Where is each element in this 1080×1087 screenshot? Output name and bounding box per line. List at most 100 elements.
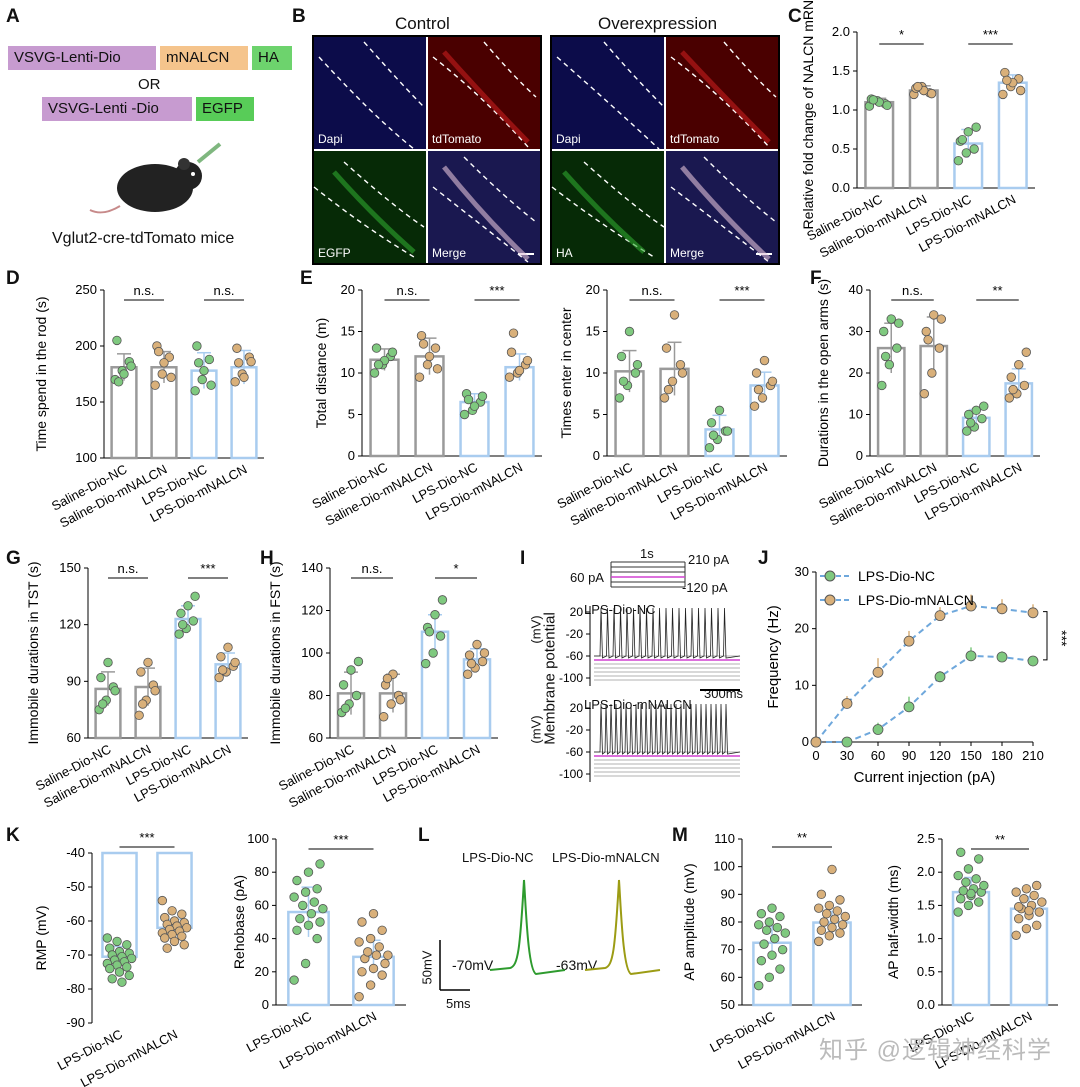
unit-mv-2: (mV) bbox=[528, 715, 544, 744]
construct-egfp: EGFP bbox=[196, 97, 254, 121]
data-point bbox=[167, 906, 177, 916]
data-point bbox=[102, 933, 113, 943]
l-nc-label: LPS-Dio-NC bbox=[462, 850, 534, 865]
data-point bbox=[1002, 75, 1012, 86]
y-tick-label: 10 bbox=[849, 407, 863, 422]
trace-tick-label: 20 bbox=[570, 605, 584, 619]
trace-tick-label: -60 bbox=[566, 649, 584, 663]
data-point bbox=[233, 358, 244, 368]
data-point bbox=[775, 964, 785, 974]
data-point bbox=[632, 359, 643, 370]
series-point bbox=[965, 650, 977, 662]
series-point bbox=[872, 666, 884, 678]
data-point bbox=[230, 377, 240, 387]
y-axis-label: Durations in the open arms (s) bbox=[815, 279, 831, 467]
data-point bbox=[757, 393, 768, 403]
data-point bbox=[124, 970, 134, 981]
data-point bbox=[338, 680, 349, 690]
data-point bbox=[1034, 907, 1044, 917]
panel-letter-C: C bbox=[788, 6, 802, 27]
series-point bbox=[1027, 607, 1039, 619]
y-axis-label: Frequency (Hz) bbox=[765, 605, 782, 708]
data-point bbox=[110, 686, 120, 696]
data-point bbox=[780, 928, 790, 938]
data-point bbox=[432, 364, 443, 374]
stim-210: 210 pA bbox=[688, 552, 730, 567]
data-point bbox=[217, 665, 228, 675]
y-tick-label: 50 bbox=[721, 997, 735, 1012]
data-point bbox=[913, 81, 923, 92]
data-point bbox=[1024, 906, 1034, 916]
data-point bbox=[199, 365, 209, 376]
data-point bbox=[669, 310, 680, 320]
data-point bbox=[824, 931, 835, 941]
data-point bbox=[371, 343, 382, 353]
data-point bbox=[387, 347, 398, 357]
micro-label: Merge bbox=[432, 246, 467, 260]
x-tick-label: 150 bbox=[960, 748, 982, 763]
micro-oe-ha: HA bbox=[552, 151, 664, 263]
sig-label: * bbox=[453, 561, 458, 576]
data-point bbox=[616, 351, 627, 362]
data-point bbox=[722, 426, 733, 436]
bar bbox=[997, 81, 1028, 190]
y-axis-label: RMP (mV) bbox=[33, 905, 49, 970]
or-label: OR bbox=[138, 76, 161, 93]
data-point bbox=[176, 608, 186, 619]
data-point bbox=[1029, 890, 1039, 901]
ap-trace-nc bbox=[489, 879, 566, 976]
bar bbox=[908, 89, 939, 190]
data-point bbox=[479, 648, 490, 658]
data-point bbox=[183, 601, 193, 611]
x-tick-label: 0 bbox=[812, 748, 819, 763]
trace-tick-label: -60 bbox=[566, 745, 584, 759]
data-point bbox=[953, 155, 964, 166]
data-point bbox=[351, 690, 362, 701]
sig-label: n.s. bbox=[118, 561, 139, 576]
data-point bbox=[816, 889, 827, 900]
data-point bbox=[157, 895, 168, 906]
y-tick-label: 1.5 bbox=[832, 63, 850, 78]
y-axis-label: Immobile durations in FST (s) bbox=[267, 561, 283, 744]
data-point bbox=[1014, 902, 1024, 912]
data-point bbox=[303, 867, 314, 877]
data-point bbox=[1021, 923, 1032, 934]
bar bbox=[864, 100, 895, 190]
panel-letter-E: E bbox=[300, 268, 313, 289]
sig-label: *** bbox=[983, 27, 998, 42]
data-point bbox=[958, 886, 968, 896]
panel-letter-G: G bbox=[6, 548, 21, 569]
data-point bbox=[927, 368, 937, 378]
trace-tick-label: 20 bbox=[570, 701, 584, 715]
data-point bbox=[122, 940, 132, 950]
series-point bbox=[996, 651, 1008, 663]
data-point bbox=[193, 358, 204, 368]
data-point bbox=[630, 368, 641, 378]
data-point bbox=[886, 314, 896, 324]
y-tick-label: 20 bbox=[341, 282, 355, 297]
data-point bbox=[414, 372, 425, 382]
y-tick-label: 40 bbox=[255, 931, 269, 946]
data-point bbox=[150, 380, 160, 390]
panel-letter-L: L bbox=[418, 825, 430, 846]
l-scale-x: 5ms bbox=[446, 996, 471, 1011]
data-point bbox=[663, 384, 674, 395]
y-tick-label: 100 bbox=[713, 859, 735, 874]
y-axis-label: Times enter in center bbox=[558, 307, 574, 438]
data-point bbox=[373, 359, 384, 370]
data-point bbox=[232, 343, 242, 353]
y-axis-label: AP amplitude (mV) bbox=[681, 863, 697, 980]
data-point bbox=[767, 950, 777, 960]
data-point bbox=[772, 922, 783, 933]
bar bbox=[504, 365, 535, 458]
y-tick-label: 250 bbox=[75, 282, 97, 297]
y-tick-label: 10 bbox=[795, 677, 809, 692]
data-point bbox=[223, 642, 233, 653]
data-point bbox=[289, 975, 299, 985]
series-line bbox=[815, 604, 1034, 743]
data-point bbox=[659, 393, 670, 403]
y-tick-label: 80 bbox=[721, 914, 735, 929]
data-point bbox=[117, 977, 127, 987]
data-point bbox=[816, 925, 827, 936]
